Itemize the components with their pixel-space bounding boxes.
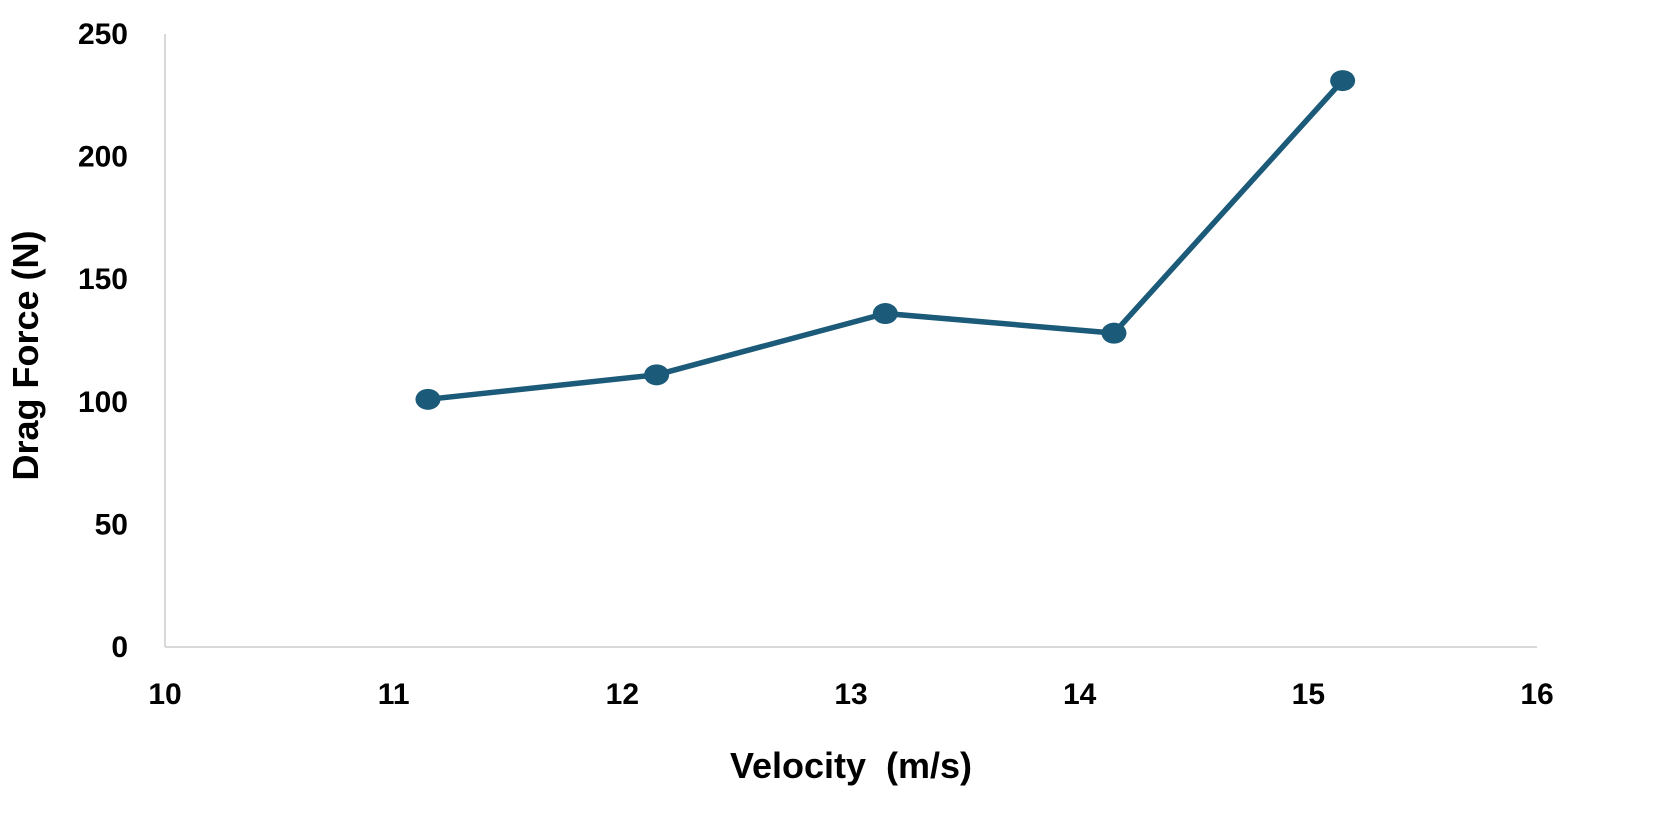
x-tick-label: 12	[606, 678, 639, 711]
y-tick-label: 50	[95, 508, 128, 541]
y-tick-labels: 0 50 100 150 200 250	[78, 18, 128, 664]
x-tick-label: 15	[1292, 678, 1325, 711]
x-tick-label: 11	[378, 678, 410, 711]
x-tick-labels: 10 11 12 13 14 15 16	[148, 678, 1553, 711]
series-layer	[415, 70, 1356, 410]
x-axis-title: Velocity (m/s)	[730, 745, 972, 786]
data-point	[1101, 322, 1127, 344]
data-point	[644, 364, 670, 386]
x-tick-label: 16	[1520, 678, 1553, 711]
axes	[164, 34, 1537, 648]
data-point	[415, 388, 441, 410]
y-tick-label: 0	[111, 631, 128, 664]
y-tick-label: 200	[78, 141, 128, 174]
y-tick-label: 100	[78, 386, 128, 419]
data-point	[1330, 70, 1356, 92]
data-point	[872, 303, 898, 325]
y-axis-title: Drag Force (N)	[5, 230, 46, 480]
x-tick-label: 14	[1063, 678, 1097, 711]
series-line	[427, 78, 1345, 403]
x-tick-label: 10	[148, 678, 181, 711]
x-tick-label: 13	[834, 678, 867, 711]
y-tick-label: 250	[78, 18, 128, 51]
y-tick-label: 150	[78, 263, 128, 296]
